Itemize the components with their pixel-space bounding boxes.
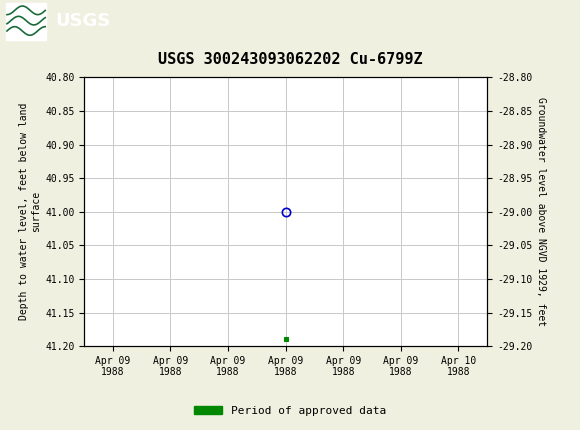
Legend: Period of approved data: Period of approved data — [190, 401, 390, 420]
Y-axis label: Groundwater level above NGVD 1929, feet: Groundwater level above NGVD 1929, feet — [536, 97, 546, 326]
Text: USGS: USGS — [55, 12, 110, 31]
FancyBboxPatch shape — [6, 3, 46, 40]
Text: USGS 300243093062202 Cu-6799Z: USGS 300243093062202 Cu-6799Z — [158, 52, 422, 67]
Y-axis label: Depth to water level, feet below land
surface: Depth to water level, feet below land su… — [19, 103, 41, 320]
